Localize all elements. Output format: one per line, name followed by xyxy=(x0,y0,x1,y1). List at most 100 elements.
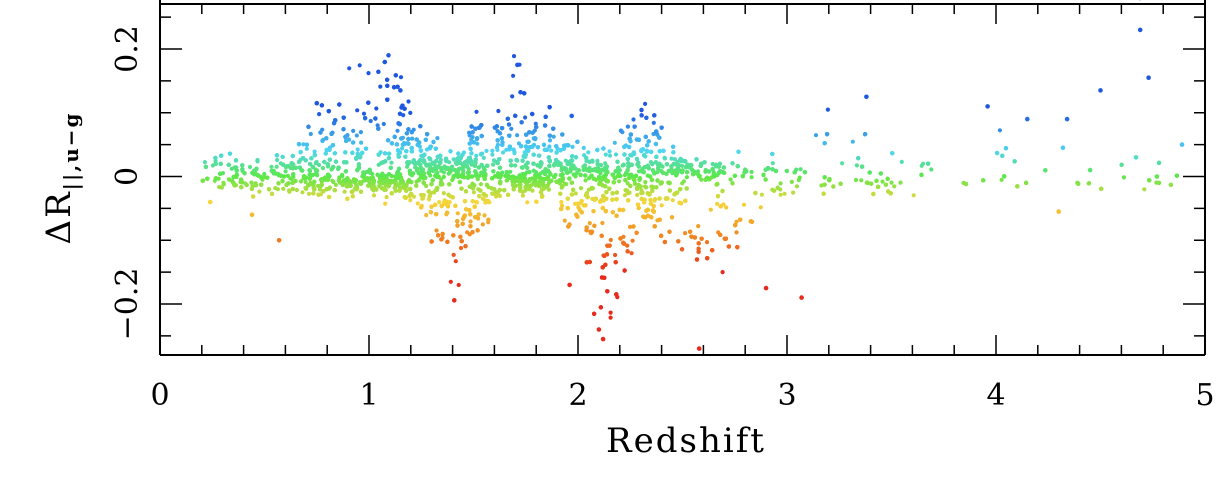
data-point xyxy=(911,193,916,198)
data-point xyxy=(880,179,885,184)
data-point xyxy=(523,115,528,120)
data-point xyxy=(854,163,860,168)
data-point xyxy=(560,203,565,208)
data-point xyxy=(681,179,687,184)
data-point xyxy=(595,158,600,163)
data-point xyxy=(456,282,461,288)
data-point xyxy=(684,175,690,180)
data-point xyxy=(298,179,304,184)
data-point xyxy=(825,107,831,112)
data-point xyxy=(275,157,280,163)
data-point xyxy=(573,191,578,196)
data-point xyxy=(317,162,322,168)
data-point xyxy=(613,252,618,258)
data-point xyxy=(395,128,400,133)
data-point xyxy=(651,131,656,137)
data-point xyxy=(889,180,894,185)
data-point xyxy=(451,157,456,162)
data-point xyxy=(813,133,819,138)
data-point xyxy=(573,201,578,206)
data-point xyxy=(759,192,765,197)
data-point xyxy=(551,134,556,139)
data-point xyxy=(749,175,754,180)
data-point xyxy=(482,213,487,218)
data-point xyxy=(331,179,336,185)
data-point xyxy=(631,117,636,122)
data-point xyxy=(439,168,444,173)
data-point xyxy=(441,174,446,179)
data-point xyxy=(522,150,527,155)
data-point xyxy=(490,148,495,153)
data-point xyxy=(408,110,413,115)
data-point xyxy=(455,211,460,216)
data-point xyxy=(643,180,648,185)
data-point xyxy=(919,163,924,168)
data-point xyxy=(613,152,619,157)
data-point xyxy=(475,141,480,146)
data-point xyxy=(715,201,720,206)
data-point xyxy=(202,160,207,165)
data-point xyxy=(358,130,363,135)
data-point xyxy=(669,156,674,161)
data-point xyxy=(300,190,305,195)
data-point xyxy=(734,219,739,224)
data-point xyxy=(607,153,613,158)
data-point xyxy=(549,148,554,153)
data-point xyxy=(997,128,1003,133)
data-point xyxy=(342,189,347,194)
data-point xyxy=(415,201,420,206)
data-point xyxy=(461,150,466,155)
data-point xyxy=(287,188,292,193)
data-point xyxy=(513,163,518,168)
data-point xyxy=(850,139,855,144)
data-point xyxy=(648,197,653,202)
data-point xyxy=(547,138,553,143)
data-point xyxy=(269,164,274,169)
data-point xyxy=(361,111,367,116)
data-point xyxy=(724,205,729,210)
data-point xyxy=(400,146,405,151)
data-point xyxy=(603,161,608,166)
data-point xyxy=(384,195,389,200)
data-point xyxy=(434,228,439,233)
data-point xyxy=(859,178,864,183)
data-point xyxy=(401,113,406,118)
data-point xyxy=(495,142,500,147)
data-point xyxy=(406,99,411,104)
data-point xyxy=(587,221,592,226)
data-point xyxy=(471,190,476,195)
data-point xyxy=(1121,175,1126,180)
data-point xyxy=(625,243,630,248)
data-point xyxy=(439,177,444,182)
data-point xyxy=(249,180,254,185)
data-point xyxy=(308,131,313,137)
data-point xyxy=(474,109,479,114)
data-point xyxy=(509,126,514,131)
data-point xyxy=(710,162,716,167)
data-point xyxy=(481,155,486,160)
data-point xyxy=(467,130,472,135)
data-point xyxy=(378,84,383,89)
data-point xyxy=(410,136,415,141)
data-point xyxy=(840,161,845,166)
data-point xyxy=(480,222,485,227)
data-point xyxy=(398,75,404,80)
data-point xyxy=(778,181,783,186)
data-point xyxy=(501,150,506,155)
data-point xyxy=(892,184,897,189)
data-point xyxy=(672,157,678,162)
data-point xyxy=(770,161,775,166)
data-point xyxy=(598,163,604,168)
data-point xyxy=(728,177,733,182)
data-point xyxy=(608,310,613,315)
data-point xyxy=(791,190,796,195)
data-point xyxy=(366,71,371,76)
data-point xyxy=(354,133,359,138)
data-point xyxy=(608,237,613,243)
data-point xyxy=(453,259,458,264)
data-point xyxy=(664,171,669,176)
data-point xyxy=(306,191,312,196)
data-point xyxy=(244,183,249,188)
data-point xyxy=(511,54,517,59)
